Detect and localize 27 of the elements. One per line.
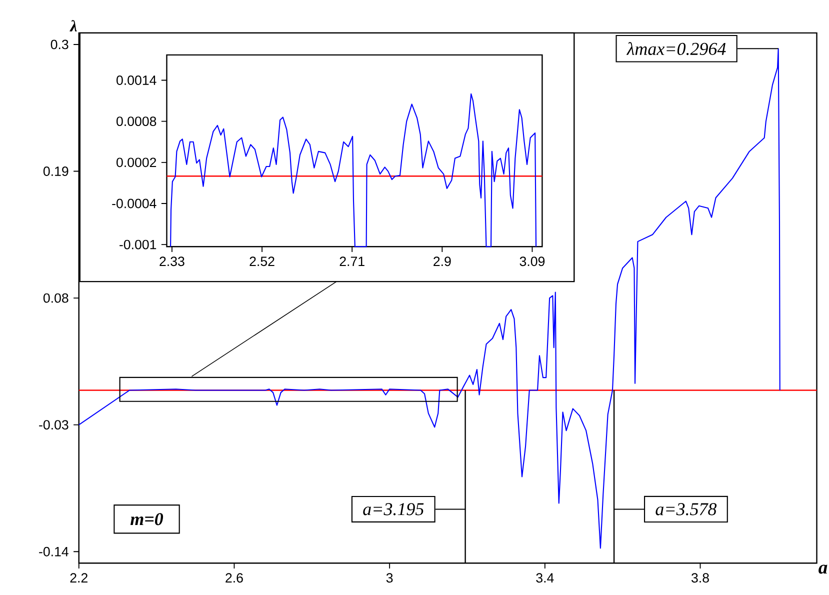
y-tick-label: -0.001 xyxy=(120,240,156,250)
x-tick-label: 2.2 xyxy=(70,573,88,582)
x-tick-label: 2.33 xyxy=(160,256,184,266)
ref-line-label: a=3.195 xyxy=(363,503,424,516)
y-tick-label: -0.03 xyxy=(39,420,68,430)
line-series xyxy=(170,93,537,248)
annotation: m=0 xyxy=(130,513,164,526)
y-tick-label: -0.0004 xyxy=(112,198,156,208)
ref-line-label: a=3.578 xyxy=(656,503,717,516)
y-tick-label: 0.0008 xyxy=(116,116,156,126)
x-tick-label: 3.8 xyxy=(692,573,709,583)
x-tick-label: 3.09 xyxy=(520,256,545,266)
y-tick-label: 0.0014 xyxy=(116,75,156,85)
x-tick-label: 2.71 xyxy=(340,256,364,266)
x-tick-label: 2.6 xyxy=(226,573,243,583)
y-tick-label: 0.19 xyxy=(43,166,68,176)
y-tick-label: 0.3 xyxy=(50,40,68,50)
y-tick-label: 0.08 xyxy=(43,293,68,303)
x-axis-title: a xyxy=(818,564,828,574)
x-tick-label: 2.52 xyxy=(250,256,274,266)
y-axis-title: λ xyxy=(70,20,77,32)
x-tick-label: 3.4 xyxy=(536,573,554,583)
y-tick-label: 0.0002 xyxy=(116,158,156,168)
annotation: λmax=0.2964 xyxy=(626,42,726,56)
y-tick-label: -0.14 xyxy=(39,546,68,556)
x-tick-label: 2.9 xyxy=(434,256,451,266)
x-tick-label: 3 xyxy=(386,573,393,583)
